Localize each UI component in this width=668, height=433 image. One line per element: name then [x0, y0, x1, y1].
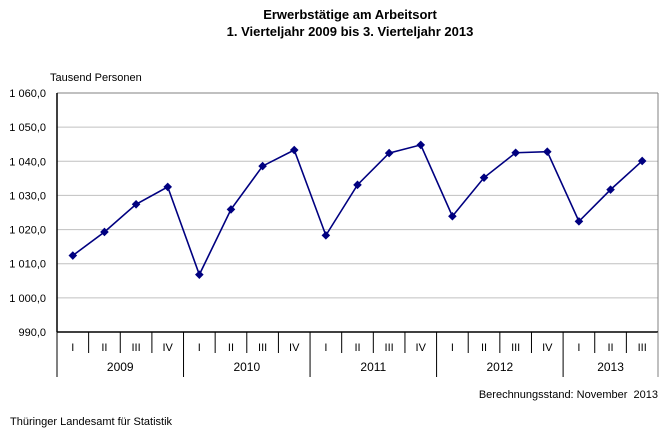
data-point — [195, 270, 204, 279]
x-axis-quarter-label: I — [324, 342, 327, 354]
data-point — [448, 211, 457, 221]
data-point — [353, 180, 362, 190]
data-point — [479, 173, 489, 182]
data-point — [574, 217, 584, 226]
data-point — [416, 140, 426, 150]
data-line — [72, 143, 643, 277]
x-axis-quarter-label: II — [481, 342, 487, 354]
x-axis-quarter-label: IV — [416, 342, 427, 354]
data-point — [637, 156, 647, 166]
data-point — [226, 205, 236, 214]
chart-title: Erwerbstätige am Arbeitsort — [263, 7, 437, 22]
x-axis-quarter-label: III — [511, 342, 520, 354]
data-point — [289, 145, 299, 155]
y-axis-tick-label: 1 050,0 — [9, 122, 46, 134]
x-axis-year-label: 2012 — [486, 360, 513, 374]
y-axis-tick-label: 1 020,0 — [9, 225, 46, 237]
y-axis-tick-label: 1 060,0 — [9, 88, 46, 100]
y-axis-tick-label: 1 010,0 — [9, 259, 46, 271]
x-axis-quarter-label: III — [385, 342, 394, 354]
data-point — [384, 148, 394, 158]
x-axis-quarter-label: I — [451, 342, 454, 354]
x-axis-quarter-label: I — [577, 342, 580, 354]
data-point — [163, 182, 173, 192]
calculation-status-note: Berechnungsstand: November 2013 — [478, 389, 658, 401]
data-point — [68, 251, 78, 260]
source-attribution: Thüringer Landesamt für Statistik — [10, 416, 173, 428]
x-axis-quarter-label: III — [258, 342, 267, 354]
y-axis-tick-label: 1 040,0 — [9, 156, 46, 168]
data-point — [606, 185, 615, 194]
chart-subtitle: 1. Vierteljahr 2009 bis 3. Vierteljahr 2… — [226, 24, 474, 39]
x-axis-quarter-label: II — [228, 342, 234, 354]
x-axis-quarter-label: IV — [289, 342, 300, 354]
x-axis-quarter-label: II — [101, 342, 107, 354]
x-axis-quarter-label: III — [131, 342, 140, 354]
data-point — [131, 200, 141, 209]
x-axis-quarter-label: II — [607, 342, 613, 354]
y-axis-title: Tausend Personen — [50, 72, 142, 84]
data-point — [100, 227, 109, 237]
x-axis-quarter-label: I — [198, 342, 201, 354]
x-axis-year-label: 2010 — [233, 360, 260, 374]
y-axis-tick-label: 1 030,0 — [9, 190, 46, 202]
x-axis-quarter-label: III — [638, 342, 647, 354]
x-axis-quarter-label: IV — [163, 342, 174, 354]
x-axis-year-label: 2013 — [597, 360, 624, 374]
data-point — [542, 147, 552, 157]
x-axis-quarter-label: IV — [542, 342, 553, 354]
data-point — [511, 148, 520, 158]
x-axis-quarter-label: II — [354, 342, 360, 354]
x-axis-quarter-label: I — [71, 342, 74, 354]
y-axis-tick-label: 1 000,0 — [9, 293, 46, 305]
y-axis-tick-label: 990,0 — [18, 327, 46, 339]
data-point — [321, 231, 331, 240]
data-point — [258, 161, 267, 171]
x-axis-year-label: 2011 — [360, 360, 386, 374]
x-axis-year-label: 2009 — [107, 360, 134, 374]
chart-title-block: Erwerbstätige am Arbeitsort 1. Viertelja… — [30, 6, 668, 40]
